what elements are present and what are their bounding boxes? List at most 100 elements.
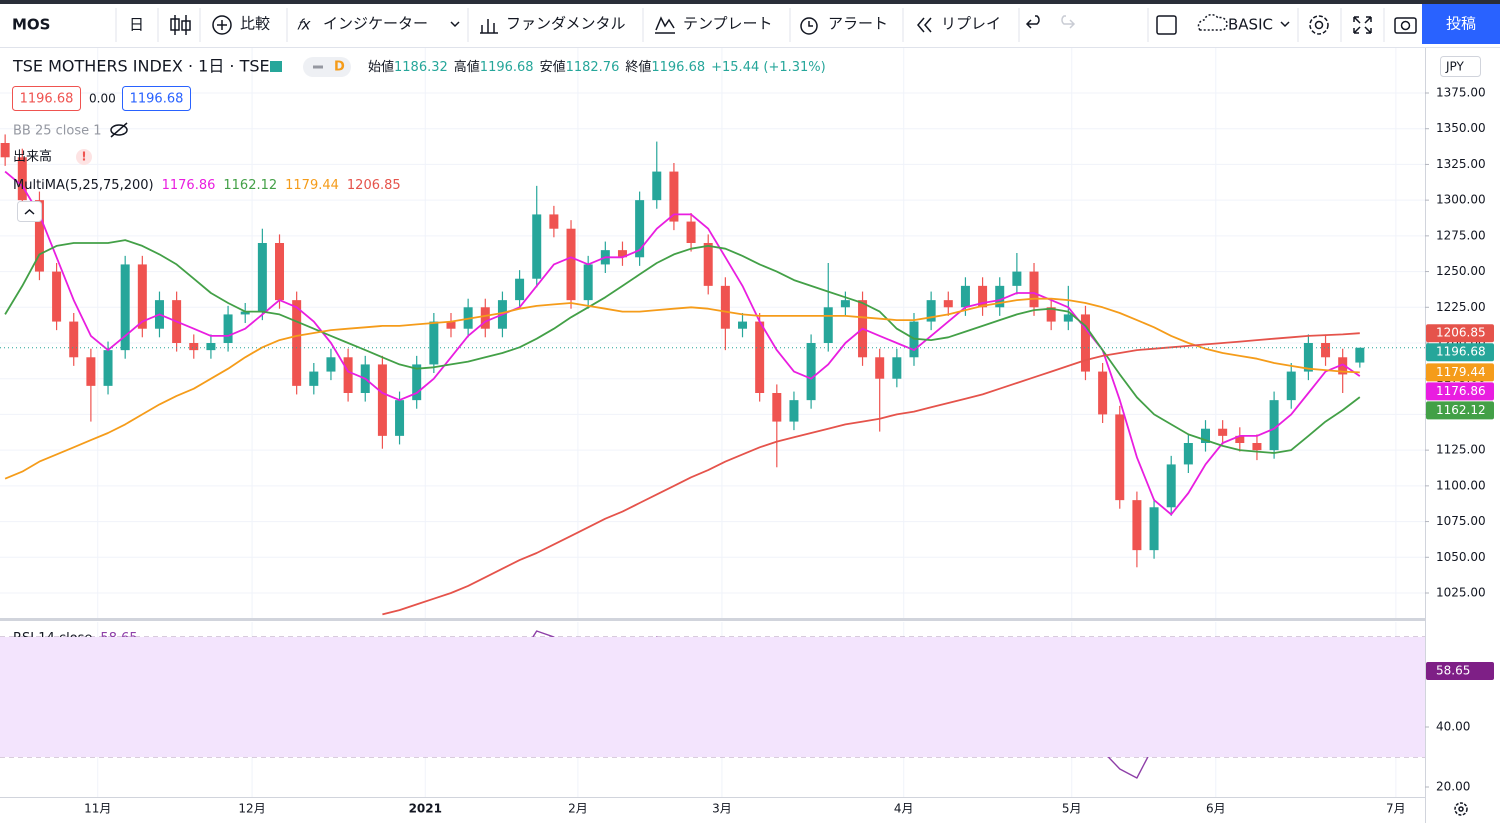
- candle-body: [720, 285, 730, 329]
- interval[interactable]: 日: [129, 16, 144, 34]
- cloud-icon[interactable]: [1197, 14, 1228, 31]
- candle-body: [1252, 443, 1262, 451]
- fundamentals[interactable]: ファンダメンタル: [506, 15, 626, 33]
- indicators[interactable]: インジケーター: [323, 15, 428, 33]
- symbol[interactable]: MOS: [12, 16, 50, 34]
- candle-body: [240, 311, 250, 315]
- candle-body: [943, 300, 953, 308]
- compare[interactable]: 比較: [240, 15, 270, 33]
- buy-box[interactable]: [122, 86, 191, 111]
- candle-body: [86, 357, 96, 386]
- candle-body: [1063, 314, 1073, 322]
- ohlc-values: 始値1186.32 高値1196.68 安値1182.76 終値1196.68 +15.…: [368, 59, 826, 75]
- x-tick-label: 4月: [894, 802, 914, 816]
- price-label: 1206.85: [1436, 326, 1486, 340]
- y-tick-label: 1075.00: [1436, 514, 1486, 528]
- ma-legend: MultiMA(5,25,75,200) 1176.86 1162.12 1179.4…: [13, 178, 401, 193]
- candle-body: [875, 357, 885, 379]
- toolbar: MOS 日 比較 𝑓x インジケーター ファンダメンタル テンプレート アラート…: [0, 0, 1500, 48]
- dropdown-icon[interactable]: [450, 21, 460, 28]
- price-label-box: [1426, 662, 1494, 681]
- chart-style-button[interactable]: [170, 15, 191, 35]
- moving-average-line: [4, 170, 1361, 516]
- candle-body: [1149, 507, 1159, 551]
- candle-body: [926, 300, 936, 322]
- hidden-icon[interactable]: [110, 122, 128, 138]
- undo-button[interactable]: [1025, 15, 1040, 29]
- settings-button[interactable]: [1309, 15, 1329, 35]
- layout[interactable]: BASIC: [1228, 16, 1273, 34]
- publish[interactable]: 投稿: [1446, 15, 1476, 33]
- candle-body: [120, 264, 130, 351]
- warning-icon[interactable]: [76, 149, 92, 165]
- redo-button[interactable]: [1061, 15, 1076, 29]
- compare-button[interactable]: [212, 15, 232, 35]
- candle-body: [1080, 314, 1090, 372]
- templates-icon[interactable]: [655, 16, 675, 34]
- alert-icon[interactable]: [800, 17, 818, 35]
- candle-body: [69, 321, 79, 358]
- y-tick-label: 1325.00: [1436, 157, 1486, 171]
- templates[interactable]: テンプレート: [683, 15, 773, 33]
- candle-body: [1115, 414, 1125, 501]
- change: +15.44 (+1.31%): [711, 60, 826, 75]
- candle-body: [257, 243, 267, 312]
- buy-price[interactable]: 1196.68: [130, 92, 184, 107]
- replay[interactable]: リプレイ: [941, 15, 1001, 33]
- symbol-title: TSE MOTHERS INDEX · 1日 · TSE: [12, 57, 270, 76]
- candle-body: [978, 285, 988, 308]
- replay-icon[interactable]: [917, 17, 932, 33]
- collapse-button[interactable]: [17, 201, 42, 222]
- y-tick-label: 1050.00: [1436, 550, 1486, 564]
- candle-body: [52, 271, 62, 322]
- dropdown-icon[interactable]: [1280, 21, 1290, 28]
- rsi-tick-label: 40.00: [1436, 720, 1470, 734]
- price-label: 1162.12: [1436, 403, 1486, 417]
- price-label-box: [1426, 324, 1494, 343]
- high-label: 高値: [454, 59, 480, 75]
- candle-body: [223, 314, 233, 343]
- screenshot-button[interactable]: [1394, 17, 1417, 34]
- candle-body: [292, 300, 302, 386]
- candle-body: [1338, 357, 1348, 375]
- y-tick-label: 1375.00: [1436, 86, 1486, 100]
- rsi-tick-label: 20.00: [1436, 780, 1470, 794]
- candle-body: [1286, 371, 1296, 401]
- publish-button[interactable]: [1422, 4, 1500, 44]
- candle-body: [0, 143, 10, 158]
- alert[interactable]: アラート: [828, 15, 888, 33]
- fullscreen-button[interactable]: [1353, 16, 1372, 34]
- currency-button[interactable]: [1440, 56, 1481, 77]
- currency[interactable]: JPY: [1445, 60, 1465, 74]
- candle-body: [1355, 347, 1365, 363]
- sell-price[interactable]: 1196.68: [20, 92, 74, 107]
- axis-settings-button[interactable]: [1454, 802, 1468, 816]
- candle-body: [275, 243, 285, 301]
- toolbar-bg: [0, 4, 1500, 48]
- market-flag: [270, 61, 282, 72]
- y-tick-label: 1225.00: [1436, 300, 1486, 314]
- candle-body: [583, 264, 593, 301]
- open-label: 始値: [368, 59, 394, 75]
- candle-body: [480, 307, 490, 329]
- fundamentals-icon[interactable]: [480, 19, 498, 34]
- sell-box[interactable]: [12, 86, 81, 111]
- candle-body: [635, 200, 645, 258]
- candle-body: [429, 321, 439, 365]
- badge: D: [334, 60, 345, 75]
- moving-average-line: [382, 332, 1360, 616]
- grid: [0, 48, 1425, 797]
- x-tick-label: 11月: [84, 802, 111, 816]
- y-tick-label: 1275.00: [1436, 228, 1486, 242]
- fx-icon[interactable]: 𝑓x: [297, 16, 311, 34]
- candle-body: [1012, 271, 1022, 286]
- x-tick-label: 3月: [712, 802, 732, 816]
- collapse-icon[interactable]: [24, 208, 35, 215]
- x-tick-label: 12月: [238, 802, 265, 816]
- low-value: 1182.76: [566, 60, 620, 75]
- select-button[interactable]: [1156, 15, 1177, 35]
- candle-body: [1201, 428, 1211, 443]
- ma25-value: 1162.12: [223, 178, 277, 193]
- candle-body: [960, 285, 970, 308]
